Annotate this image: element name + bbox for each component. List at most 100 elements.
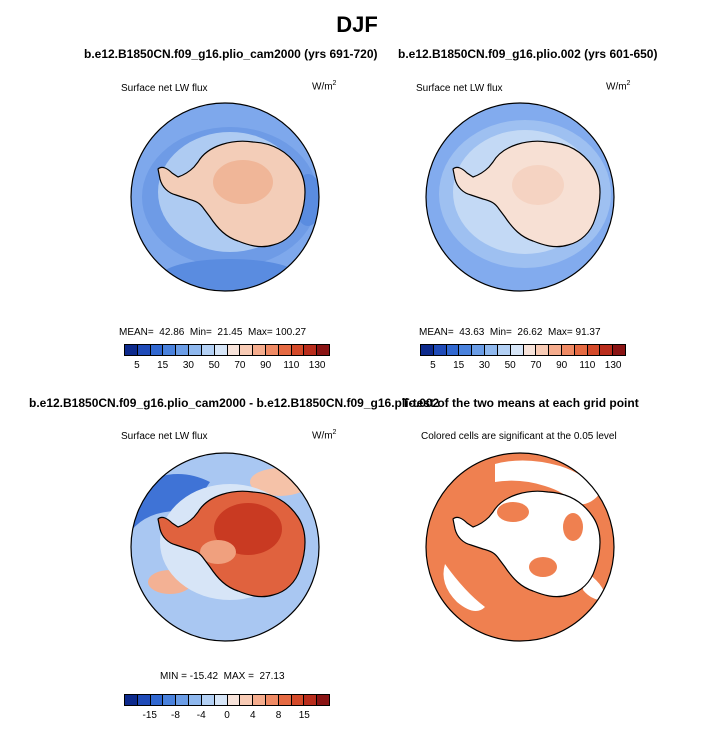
colorbar-tick-label: 130 — [604, 360, 622, 371]
panel4-note: Colored cells are significant at the 0.0… — [421, 431, 617, 442]
colorbar-swatch — [201, 345, 215, 355]
panel4-sig-patch-3 — [563, 513, 583, 541]
colorbar-swatch — [227, 345, 241, 355]
colorbar-swatch — [163, 345, 177, 355]
colorbar-tick-label: 15 — [453, 360, 465, 371]
colorbar-swatch — [291, 695, 305, 705]
colorbar-swatch — [125, 695, 138, 705]
colorbar-swatch — [613, 345, 625, 355]
colorbar-tick-label: 4 — [249, 710, 256, 721]
panel3-units: W/m2 — [312, 429, 337, 442]
colorbar-swatch — [201, 695, 215, 705]
colorbar-swatch — [304, 345, 318, 355]
colorbar-swatch — [253, 345, 266, 355]
colorbar-swatch — [536, 345, 550, 355]
panel2-units: W/m2 — [606, 80, 631, 93]
colorbar-swatch — [485, 345, 498, 355]
panel2-colorbar — [420, 344, 626, 356]
colorbar-tick-label: 50 — [208, 360, 220, 371]
colorbar-swatch — [214, 345, 228, 355]
panel1-colorbar-ticks: 5 15 30 50 70 90 110 130 — [124, 360, 330, 374]
figure-title: DJF — [336, 12, 378, 37]
panel1-interior — [213, 160, 273, 204]
colorbar-tick-label: 5 — [134, 360, 140, 371]
colorbar-tick-label: 30 — [478, 360, 490, 371]
panel4-map-border — [425, 452, 615, 642]
colorbar-swatch — [317, 695, 329, 705]
panel1-title: b.e12.B1850CN.f09_g16.plio_cam2000 (yrs … — [84, 47, 378, 61]
colorbar-swatch — [574, 345, 588, 355]
panel3-interior-min — [200, 540, 236, 564]
panel3-interior-max — [214, 503, 282, 555]
panel2-colorbar-ticks: 5 15 30 50 70 90 110 130 — [420, 360, 626, 374]
colorbar-tick-label: -4 — [196, 710, 206, 721]
colorbar-tick-label: 70 — [234, 360, 246, 371]
colorbar-tick-label: 110 — [283, 360, 300, 371]
colorbar-tick-label: 15 — [157, 360, 169, 371]
colorbar-swatch — [278, 345, 292, 355]
colorbar-swatch — [446, 345, 460, 355]
colorbar-swatch — [265, 345, 279, 355]
colorbar-swatch — [150, 345, 164, 355]
colorbar-swatch — [125, 345, 138, 355]
colorbar-swatch — [176, 695, 190, 705]
colorbar-swatch — [291, 345, 305, 355]
colorbar-swatch — [421, 345, 434, 355]
panel4-sig-patch-1 — [497, 502, 529, 522]
colorbar-tick-label: 8 — [275, 710, 282, 721]
colorbar-tick-label: -8 — [171, 710, 180, 721]
colorbar-swatch — [214, 695, 228, 705]
colorbar-swatch — [137, 345, 151, 355]
panel3-map-border — [130, 452, 320, 642]
colorbar-tick-label: 110 — [579, 360, 596, 371]
colorbar-tick-label: 90 — [556, 360, 568, 371]
colorbar-tick-label: 130 — [308, 360, 326, 371]
colorbar-swatch — [265, 695, 279, 705]
colorbar-swatch — [189, 345, 202, 355]
panel4-title: T-test of the two means at each grid poi… — [402, 396, 639, 410]
colorbar-swatch — [510, 345, 524, 355]
panel3-stats: MIN = -15.42 MAX = 27.13 — [160, 671, 285, 682]
colorbar-swatch — [304, 695, 318, 705]
colorbar-swatch — [176, 345, 190, 355]
panel4-map — [425, 452, 615, 642]
panel1-units: W/m2 — [312, 80, 337, 93]
colorbar-swatch — [433, 345, 447, 355]
colorbar-tick-label: 0 — [224, 710, 230, 721]
panel1-stats: MEAN= 42.86 Min= 21.45 Max= 100.27 — [119, 327, 307, 338]
colorbar-tick-label: 70 — [530, 360, 542, 371]
panel4-nonsig-north — [495, 460, 601, 505]
colorbar-swatch — [523, 345, 537, 355]
colorbar-swatch — [600, 345, 614, 355]
colorbar-tick-label: -15 — [142, 710, 157, 721]
colorbar-swatch — [137, 695, 151, 705]
panel1-colorbar — [124, 344, 330, 356]
panel3-colorbar-ticks: -15 -8 -4 0 4 8 15 — [124, 710, 330, 724]
colorbar-tick-label: 50 — [504, 360, 516, 371]
panel3-variable: Surface net LW flux — [121, 431, 208, 442]
panel4-sig-patch-2 — [529, 557, 557, 577]
panel2-map — [425, 102, 615, 292]
colorbar-tick-label: 5 — [430, 360, 436, 371]
panel3-map — [130, 452, 320, 642]
colorbar-swatch — [497, 345, 511, 355]
colorbar-swatch — [549, 345, 562, 355]
colorbar-swatch — [163, 695, 177, 705]
colorbar-swatch — [278, 695, 292, 705]
colorbar-tick-label: 15 — [298, 710, 310, 721]
panel1-map — [130, 102, 320, 292]
panel3-colorbar — [124, 694, 330, 706]
panel2-variable: Surface net LW flux — [416, 83, 503, 94]
colorbar-tick-label: 90 — [260, 360, 272, 371]
colorbar-swatch — [459, 345, 473, 355]
colorbar-swatch — [253, 695, 266, 705]
colorbar-swatch — [472, 345, 486, 355]
colorbar-tick-label: 30 — [182, 360, 194, 371]
panel1-variable: Surface net LW flux — [121, 83, 208, 94]
panel2-interior — [512, 165, 564, 205]
panel2-title: b.e12.B1850CN.f09_g16.plio.002 (yrs 601-… — [398, 47, 658, 61]
panel2-map-border — [425, 102, 615, 292]
colorbar-swatch — [150, 695, 164, 705]
panel4-nonsig-west — [443, 564, 485, 611]
colorbar-swatch — [240, 695, 254, 705]
